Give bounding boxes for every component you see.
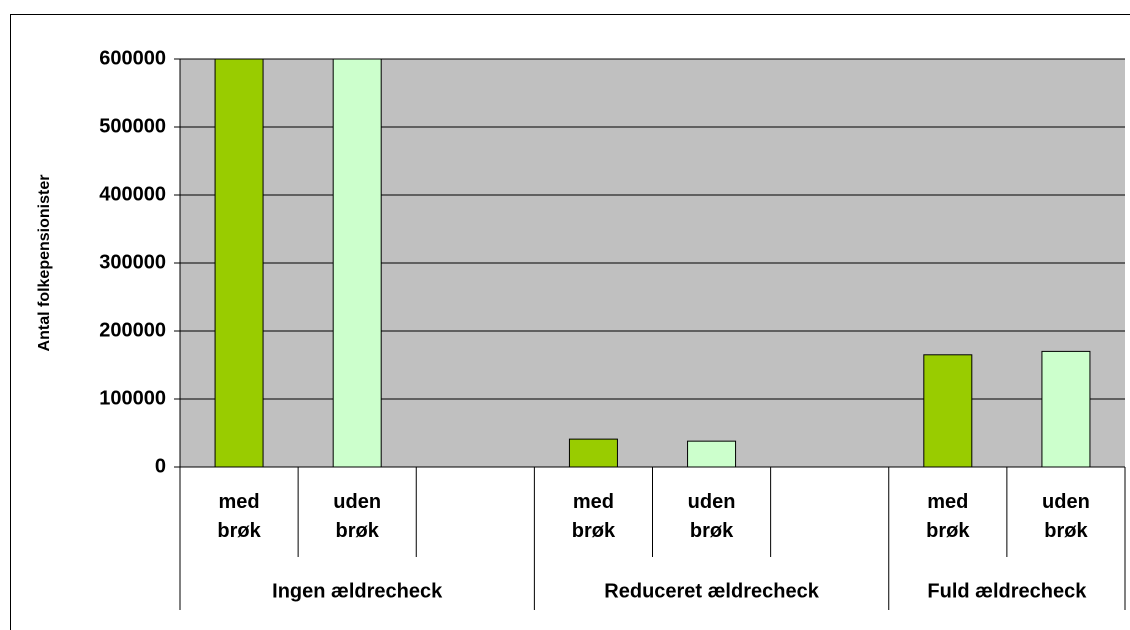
x-tick-label: med brøk — [571, 491, 616, 542]
y-tick-label: 0 — [155, 455, 166, 477]
y-tick-label: 500000 — [99, 115, 166, 137]
group-label: Fuld ældrecheck — [927, 580, 1087, 602]
y-tick-label: 100000 — [99, 387, 166, 409]
chart-frame — [10, 14, 1130, 630]
y-tick-label: 600000 — [99, 47, 166, 69]
group-label: Reduceret ældrecheck — [604, 580, 819, 602]
group-label: Ingen ældrecheck — [272, 580, 443, 602]
x-tick-label: uden brøk — [1042, 491, 1090, 542]
x-tick-label: uden brøk — [333, 491, 382, 542]
y-tick-label: 400000 — [99, 183, 166, 205]
bar — [1041, 350, 1091, 468]
bar — [923, 354, 973, 468]
x-tick-label: uden brøk — [687, 491, 736, 542]
x-tick-label: med brøk — [217, 491, 261, 542]
bar — [687, 440, 737, 468]
bar — [568, 438, 618, 468]
y-tick-label: 300000 — [99, 251, 166, 273]
bar — [214, 58, 264, 468]
bar — [332, 58, 382, 468]
y-tick-label: 200000 — [99, 319, 166, 341]
x-tick-label: med brøk — [926, 491, 970, 542]
y-axis-title: Antal folkepensionister — [36, 175, 53, 352]
